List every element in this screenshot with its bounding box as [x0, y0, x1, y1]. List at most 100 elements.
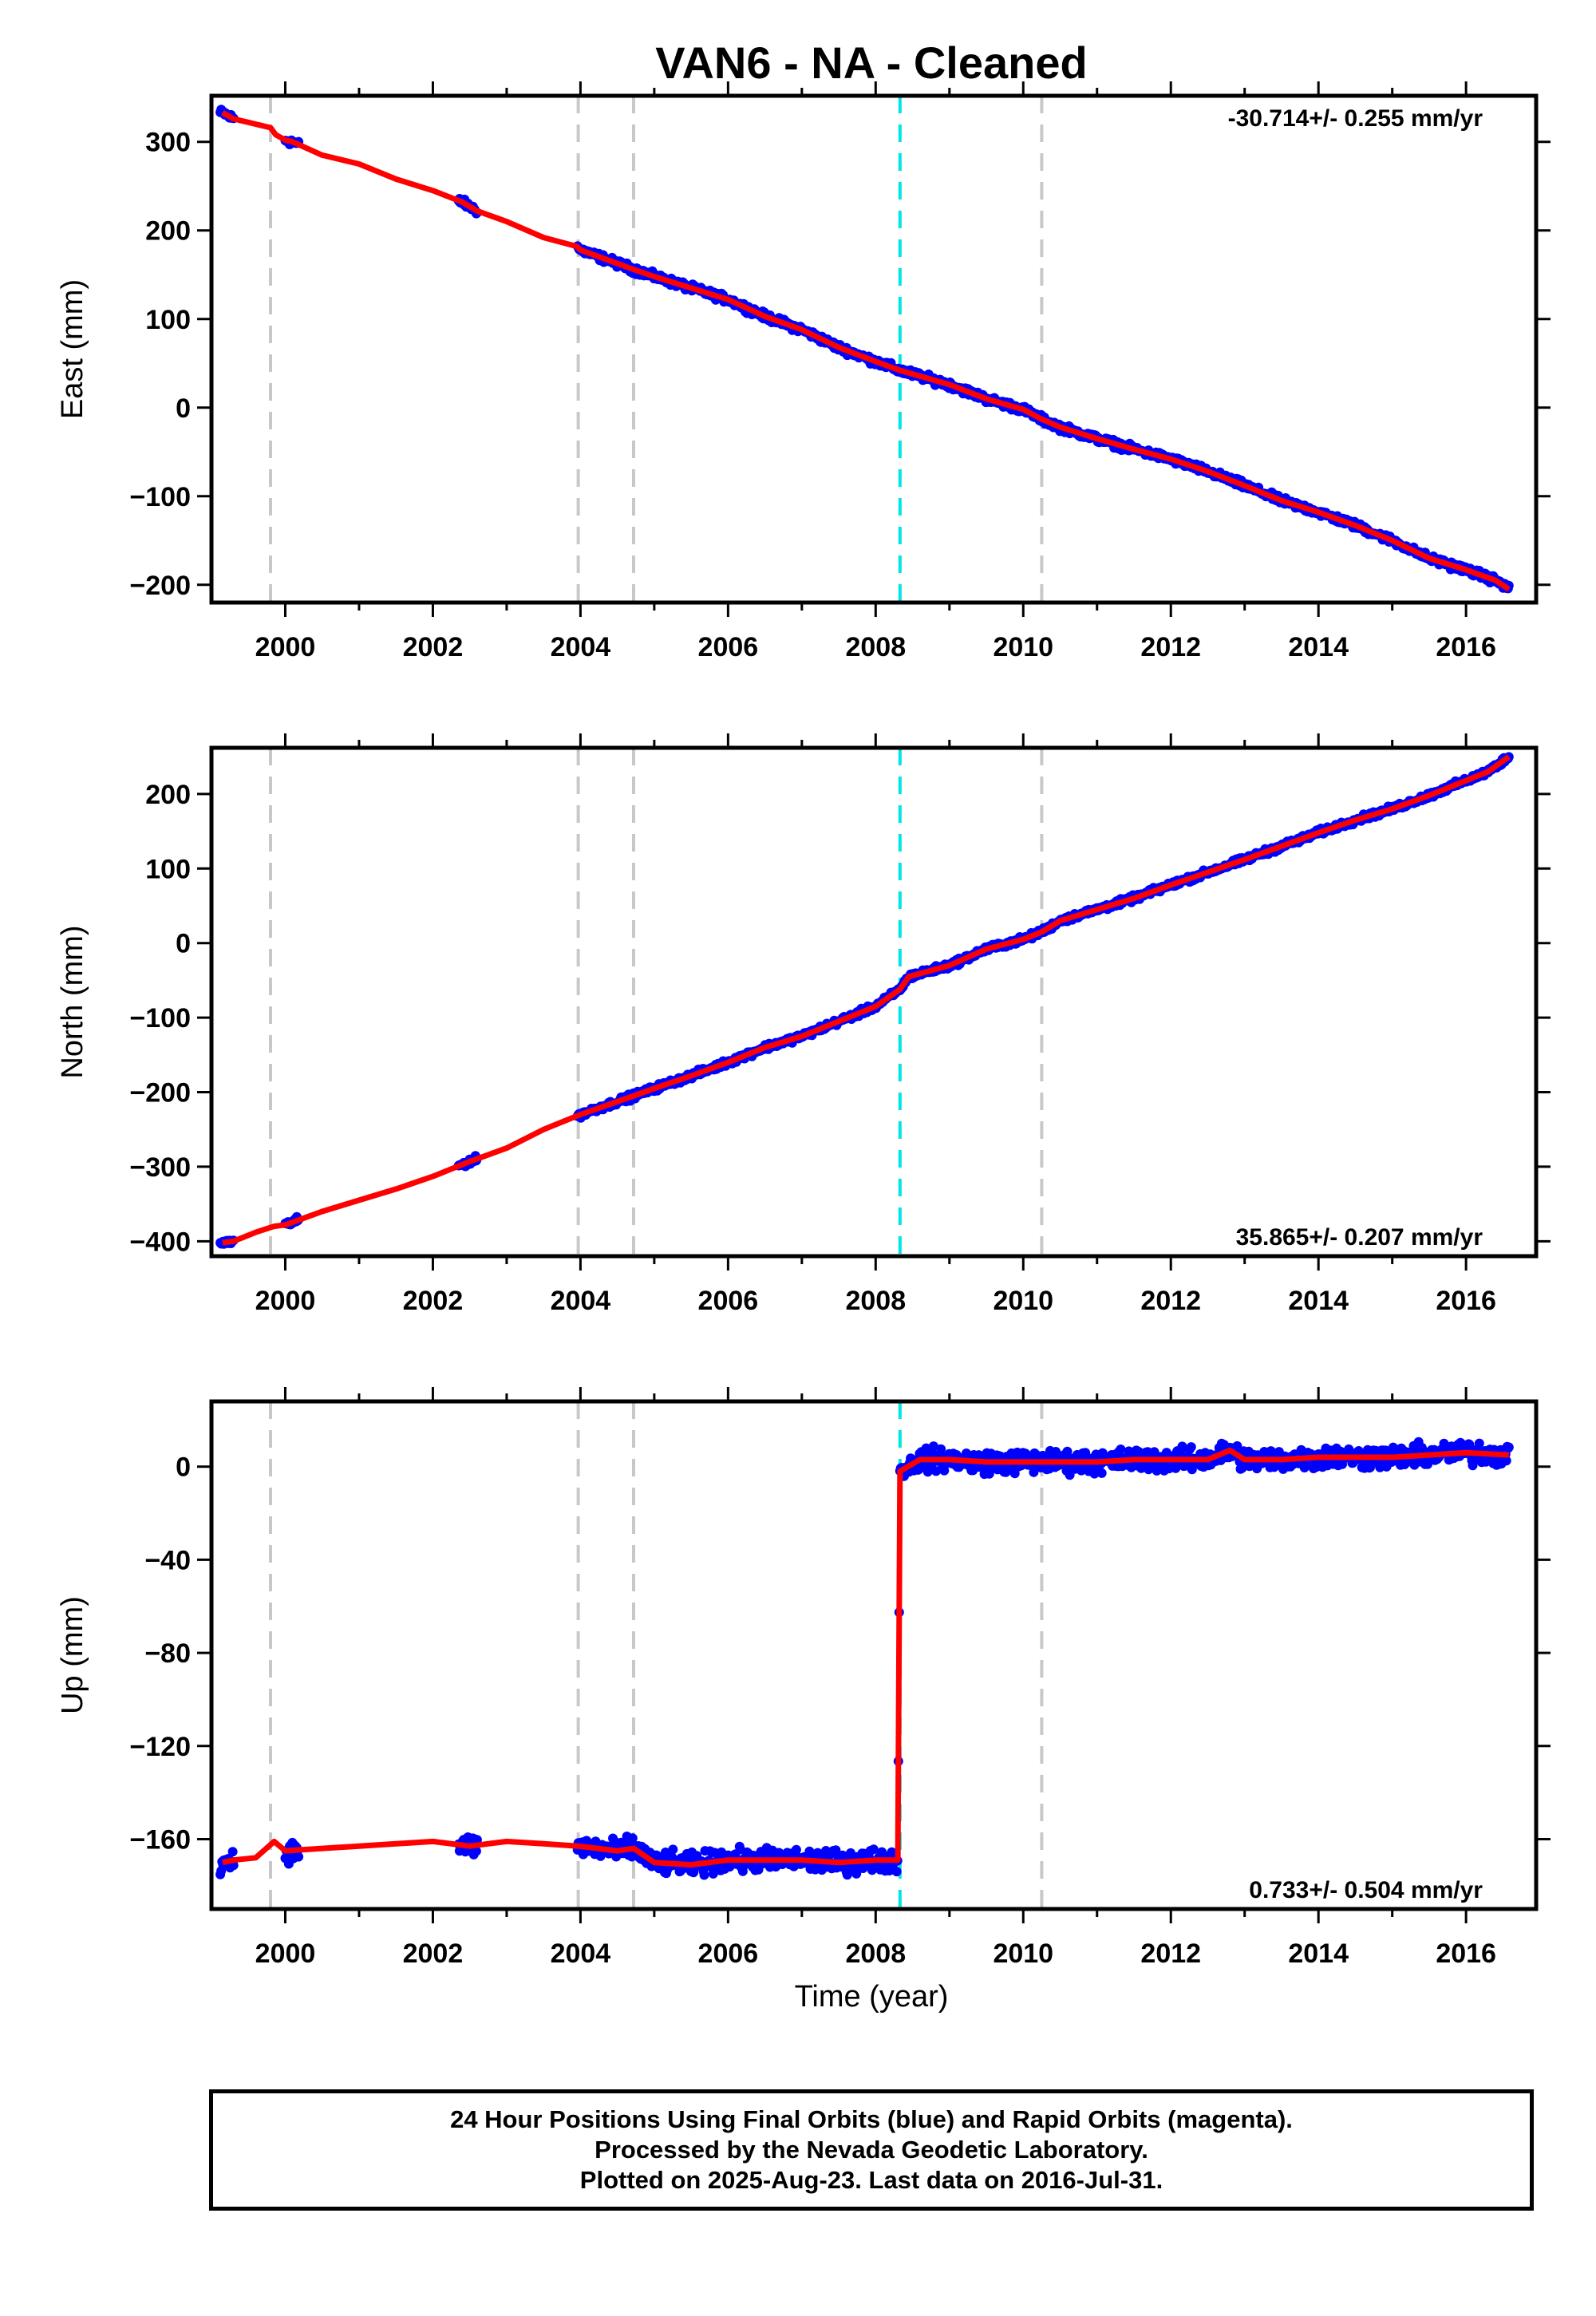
- data-point: [1186, 1442, 1196, 1452]
- data-point: [1009, 1468, 1020, 1479]
- plot-area: [215, 96, 1514, 603]
- x-axis-label: Time (year): [795, 1980, 949, 2014]
- x-tick-label: 2014: [1288, 1286, 1349, 1316]
- plot-frame: [209, 745, 1539, 1259]
- data-point: [227, 1847, 238, 1857]
- data-point: [1080, 1448, 1091, 1458]
- x-tick-label: 2006: [698, 1286, 759, 1316]
- x-tick-label: 2006: [698, 1939, 759, 1969]
- data-point: [1096, 1468, 1107, 1478]
- data-point: [984, 1468, 994, 1479]
- y-axis-label: Up (mm): [56, 1596, 89, 1714]
- x-tick-label: 2016: [1436, 1939, 1496, 1969]
- x-tick-label: 2008: [845, 1286, 906, 1316]
- rate-annotation: -30.714+/- 0.255 mm/yr: [1228, 105, 1483, 132]
- model-fit-line: [221, 110, 1511, 592]
- x-tick-label: 2004: [551, 1939, 611, 1969]
- x-tick-label: 2010: [993, 1286, 1053, 1316]
- footer-line-orbits: 24 Hour Positions Using Final Orbits (bl…: [450, 2105, 1293, 2133]
- observation-points: [215, 1437, 1514, 1880]
- data-point: [668, 1844, 678, 1855]
- y-tick-label: −80: [144, 1638, 191, 1669]
- x-tick-label: 2002: [403, 632, 464, 662]
- footer-line-lab: Processed by the Nevada Geodetic Laborat…: [595, 2136, 1148, 2164]
- data-point: [1062, 1446, 1073, 1456]
- data-point: [1116, 1445, 1126, 1454]
- x-tick-label: 2016: [1436, 1286, 1496, 1316]
- plot-frame: [209, 1399, 1539, 1911]
- y-tick-label: −40: [144, 1545, 191, 1575]
- data-point: [294, 1852, 304, 1862]
- x-tick-label: 2006: [698, 632, 759, 662]
- y-axis-label: East (mm): [56, 279, 89, 419]
- plot-area: [215, 1401, 1514, 1909]
- plot-area: [215, 748, 1514, 1256]
- footer-line-dates: Plotted on 2025-Aug-23. Last data on 201…: [579, 2166, 1163, 2194]
- y-tick-label: −200: [129, 1078, 191, 1109]
- rate-annotation: 0.733+/- 0.504 mm/yr: [1249, 1877, 1483, 1903]
- data-point: [627, 1833, 638, 1844]
- y-tick-label: −100: [129, 1003, 191, 1034]
- x-tick-label: 2008: [845, 632, 906, 662]
- observation-points: [215, 105, 1514, 594]
- y-axis-label: North (mm): [56, 925, 89, 1078]
- data-point: [891, 1867, 902, 1877]
- data-point: [868, 1844, 879, 1855]
- x-tick-label: 2002: [403, 1286, 464, 1316]
- x-tick-label: 2000: [255, 632, 316, 662]
- data-point: [1456, 1438, 1467, 1448]
- y-tick-label: 0: [176, 1452, 191, 1483]
- y-tick-label: 200: [145, 216, 191, 247]
- rate-annotation: 35.865+/- 0.207 mm/yr: [1236, 1224, 1483, 1251]
- data-point: [471, 1846, 481, 1856]
- y-tick-label: −160: [129, 1824, 191, 1855]
- observation-points: [215, 752, 1514, 1249]
- y-tick-label: −400: [129, 1227, 191, 1257]
- x-tick-label: 2014: [1288, 632, 1349, 662]
- data-point: [1474, 1438, 1484, 1448]
- processing-info-box: 24 Hour Positions Using Final Orbits (bl…: [209, 2089, 1534, 2211]
- data-point: [1468, 1460, 1478, 1471]
- x-tick-label: 2008: [845, 1939, 906, 1969]
- x-tick-label: 2004: [551, 1286, 611, 1316]
- x-tick-label: 2002: [403, 1939, 464, 1969]
- x-tick-label: 2012: [1140, 1939, 1201, 1969]
- panel-0: −200 −100 0 100 200 300 2000 2002 2004 2006 2008 20…: [56, 81, 1551, 662]
- x-tick-label: 2016: [1436, 632, 1496, 662]
- x-tick-label: 2004: [551, 632, 611, 662]
- panel-2: −160 −120 −80 −40 0 2000 2002 2004 2006 2008 2010 2…: [56, 1387, 1551, 1969]
- data-point: [1501, 1456, 1511, 1466]
- y-tick-label: −120: [129, 1732, 191, 1762]
- data-point: [851, 1868, 862, 1879]
- x-tick-label: 2000: [255, 1939, 316, 1969]
- y-tick-label: −200: [129, 571, 191, 601]
- x-tick-label: 2010: [993, 1939, 1053, 1969]
- data-point: [1503, 1442, 1514, 1452]
- y-tick-label: −100: [129, 482, 191, 512]
- y-tick-label: 100: [145, 854, 191, 884]
- data-point: [1464, 1440, 1475, 1450]
- data-point: [928, 1441, 938, 1452]
- y-tick-label: 300: [145, 128, 191, 158]
- model-fit-line: [222, 1447, 1509, 1868]
- model-fit-line: [222, 754, 1511, 1246]
- y-tick-label: 100: [145, 305, 191, 335]
- x-tick-label: 2010: [993, 632, 1053, 662]
- x-tick-label: 2012: [1140, 632, 1201, 662]
- panel-1: −400 −300 −200 −100 0 100 200 2000 2002 2004 2006 2…: [56, 733, 1551, 1316]
- y-tick-label: 0: [176, 393, 191, 424]
- data-point: [936, 1444, 946, 1454]
- y-tick-label: 200: [145, 780, 191, 810]
- data-point: [699, 1870, 709, 1880]
- x-tick-label: 2012: [1140, 1286, 1201, 1316]
- x-tick-label: 2000: [255, 1286, 316, 1316]
- plot-frame: [209, 93, 1539, 605]
- y-tick-label: 0: [176, 929, 191, 959]
- y-tick-label: −300: [129, 1152, 191, 1183]
- x-tick-label: 2014: [1288, 1939, 1349, 1969]
- data-point: [1177, 1441, 1187, 1452]
- data-point: [791, 1844, 801, 1855]
- chart-title: VAN6 - NA - Cleaned: [655, 38, 1087, 88]
